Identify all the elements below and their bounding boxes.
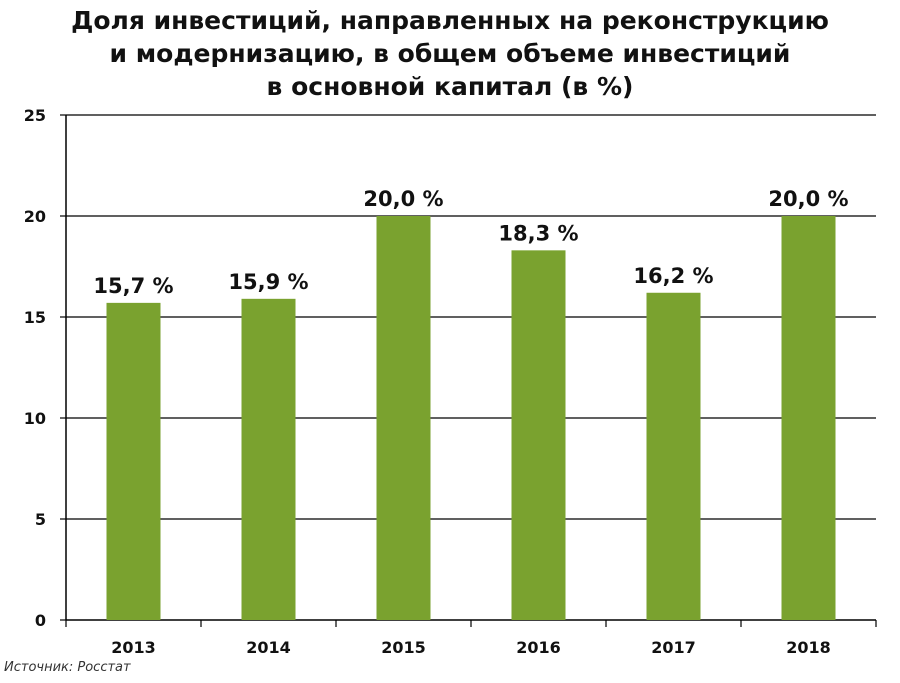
data-label-2016: 18,3 % — [498, 221, 578, 245]
y-tick-label: 20 — [24, 207, 46, 226]
data-label-2014: 15,9 % — [228, 270, 308, 294]
source-note: Источник: Росстат — [4, 660, 131, 675]
bar-2014 — [241, 298, 296, 620]
x-tick-label-2015: 2015 — [381, 638, 426, 657]
data-label-2015: 20,0 % — [363, 187, 443, 211]
data-label-2013: 15,7 % — [93, 274, 173, 298]
chart-title-line-3: в основной капитал (в %) — [266, 72, 634, 101]
y-tick-label: 5 — [35, 510, 46, 529]
x-tick-label-2014: 2014 — [246, 638, 291, 657]
data-label-2017: 16,2 % — [633, 264, 713, 288]
x-tick-label-2016: 2016 — [516, 638, 561, 657]
chart-title-line-2: и модернизацию, в общем объеме инвестици… — [109, 39, 791, 68]
x-tick-label-2017: 2017 — [651, 638, 696, 657]
data-label-2018: 20,0 % — [768, 187, 848, 211]
y-tick-label: 0 — [35, 611, 46, 630]
bar-2013 — [106, 302, 161, 620]
y-tick-label: 10 — [24, 409, 46, 428]
x-tick-label-2013: 2013 — [111, 638, 156, 657]
bar-2015 — [376, 216, 431, 620]
y-tick-label: 15 — [24, 308, 46, 327]
chart-title-line-1: Доля инвестиций, направленных на реконст… — [71, 6, 829, 35]
bar-2018 — [781, 216, 836, 620]
bar-2016 — [511, 250, 566, 620]
chart-title: Доля инвестиций, направленных на реконст… — [0, 4, 900, 103]
bar-2017 — [646, 292, 701, 620]
x-tick-label-2018: 2018 — [786, 638, 831, 657]
y-tick-label: 25 — [24, 106, 46, 125]
